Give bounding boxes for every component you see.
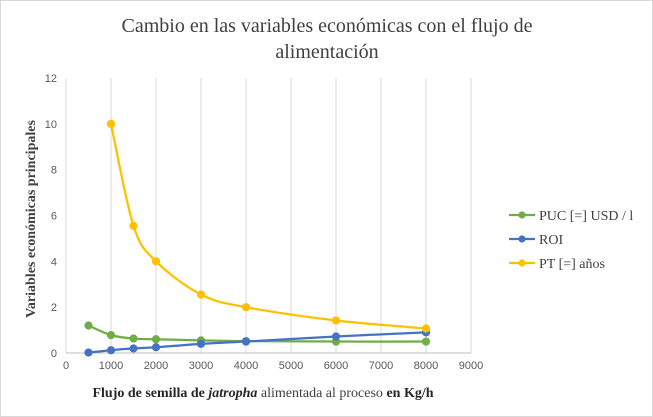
series-layer	[84, 119, 431, 357]
x-axis-label-part-3: en Kg/h	[386, 386, 433, 401]
data-point-2-0	[106, 119, 116, 128]
series-0	[84, 321, 431, 346]
y-tick-label-5: 10	[45, 119, 57, 131]
chart-title-line-2: alimentación	[275, 41, 378, 63]
y-axis-label: Variables económicas principales	[24, 120, 39, 318]
data-point-1-1	[106, 346, 116, 355]
legend-swatch-marker-2	[518, 259, 526, 267]
data-point-2-6	[421, 324, 431, 333]
data-point-1-3	[151, 343, 161, 352]
y-tick-label-4: 8	[51, 165, 57, 177]
x-axis-label-italic: jatropha	[206, 386, 257, 401]
x-tick-label-9: 9000	[459, 360, 483, 372]
legend-entry-0: PUC [=] USD / l	[509, 209, 633, 224]
data-point-2-5	[331, 316, 341, 325]
x-tick-label-8: 8000	[414, 360, 438, 372]
x-tick-label-5: 5000	[279, 360, 303, 372]
chart-title-line-1: Cambio en las variables económicas con e…	[122, 15, 533, 37]
legend-label-2: PT [=] años	[539, 257, 605, 272]
legend-label-0: PUC [=] USD / l	[539, 209, 633, 224]
data-point-0-0	[84, 321, 93, 330]
data-point-0-3	[151, 335, 161, 344]
legend-entry-2: PT [=] años	[509, 257, 605, 272]
data-point-0-2	[129, 334, 138, 343]
x-tick-label-0: 0	[63, 360, 69, 372]
data-point-1-0	[84, 348, 93, 357]
data-point-2-1	[129, 221, 138, 230]
data-point-0-7	[421, 337, 431, 346]
x-axis-label: Flujo de semilla de jatropha alimentada …	[92, 386, 433, 401]
legend: PUC [=] USD / l ROI PT [=] años	[509, 209, 633, 272]
x-tick-label-6: 6000	[324, 360, 348, 372]
tick-labels: 0 1000 2000 3000 4000 5000 6000 7000 8000 9000 0 2 4…	[45, 73, 483, 372]
y-tick-label-2: 4	[51, 256, 57, 268]
y-tick-label-0: 0	[51, 348, 57, 360]
y-tick-label-1: 2	[51, 302, 57, 314]
y-tick-label-3: 6	[51, 211, 57, 223]
x-axis-label-part-2: alimentada al proceso	[257, 386, 386, 401]
series-line-2	[109, 123, 427, 330]
data-point-1-4	[196, 339, 206, 348]
data-point-0-1	[106, 331, 116, 340]
data-point-1-2	[129, 344, 138, 353]
x-tick-label-1: 1000	[99, 360, 123, 372]
x-tick-label-4: 4000	[234, 360, 258, 372]
data-point-2-2	[151, 257, 161, 266]
legend-label-1: ROI	[539, 233, 563, 248]
legend-entry-1: ROI	[509, 233, 563, 248]
legend-swatch-marker-1	[518, 235, 526, 243]
x-tick-label-2: 2000	[144, 360, 168, 372]
legend-swatch-marker-0	[518, 211, 526, 219]
data-point-1-6	[331, 332, 341, 341]
x-tick-label-7: 7000	[369, 360, 393, 372]
data-point-2-4	[241, 303, 251, 312]
x-axis-label-part-1: Flujo de semilla de	[92, 386, 208, 401]
series-1	[84, 328, 431, 357]
data-point-2-3	[196, 290, 206, 299]
x-tick-label-3: 3000	[189, 360, 213, 372]
y-tick-label-6: 12	[45, 73, 57, 85]
series-2	[106, 119, 431, 333]
data-point-1-5	[241, 337, 251, 346]
